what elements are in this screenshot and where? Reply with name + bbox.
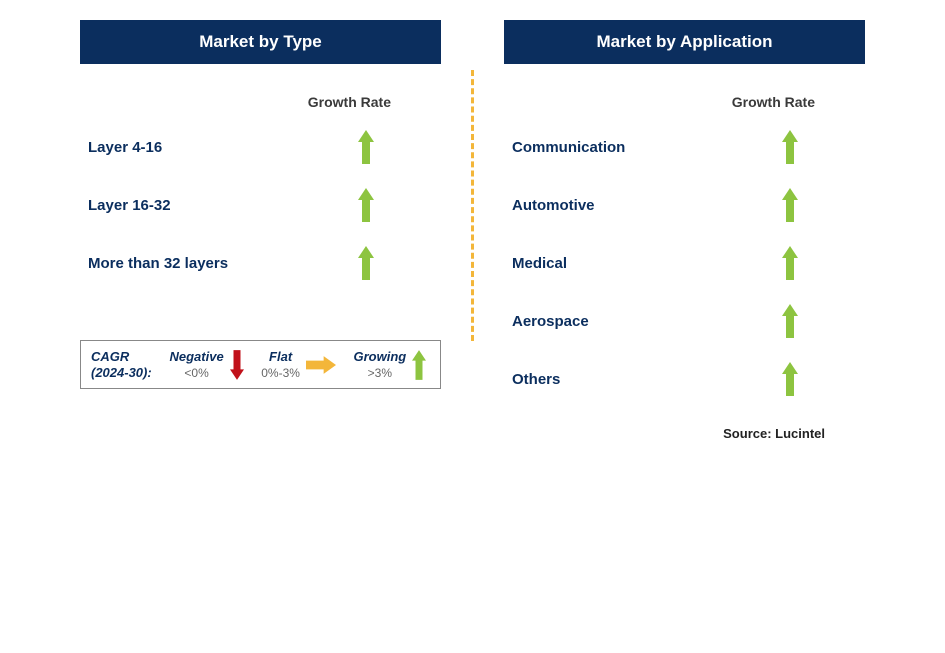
- growth-arrow-icon: [745, 188, 865, 222]
- row-label: Automotive: [512, 197, 595, 214]
- legend-text-group: Growing >3%: [354, 349, 407, 380]
- panel-market-by-application: Market by Application Growth Rate Commun…: [484, 20, 885, 441]
- growth-arrow-icon: [321, 188, 441, 222]
- growth-rate-label-left: Growth Rate: [80, 94, 441, 110]
- data-row: Aerospace: [504, 304, 865, 338]
- rows-type: Layer 4-16 Layer 16-32 More than 32 laye…: [80, 130, 441, 280]
- legend-range: <0%: [184, 366, 208, 380]
- legend-name: Negative: [169, 349, 223, 364]
- cagr-label: CAGR (2024-30):: [91, 349, 152, 380]
- data-row: Layer 4-16: [80, 130, 441, 164]
- legend-item: Growing >3%: [354, 349, 427, 380]
- legend-item: Flat 0%-3%: [261, 349, 336, 380]
- growth-arrow-icon: [745, 362, 865, 396]
- legend-arrow-icon: [230, 350, 244, 380]
- source-attribution: Source: Lucintel: [504, 426, 865, 441]
- growth-arrow-icon: [745, 304, 865, 338]
- growth-arrow-icon: [745, 246, 865, 280]
- row-label: Layer 4-16: [88, 139, 162, 156]
- panel-market-by-type: Market by Type Growth Rate Layer 4-16 La…: [60, 20, 461, 441]
- growth-rate-label-right: Growth Rate: [504, 94, 865, 110]
- legend-text-group: Flat 0%-3%: [261, 349, 300, 380]
- legend-name: Flat: [269, 349, 292, 364]
- panel-header-type: Market by Type: [80, 20, 441, 64]
- data-row: More than 32 layers: [80, 246, 441, 280]
- panel-header-application: Market by Application: [504, 20, 865, 64]
- row-label: Communication: [512, 139, 625, 156]
- data-row: Others: [504, 362, 865, 396]
- row-label: Medical: [512, 255, 567, 272]
- legend-items: Negative <0% Flat 0%-3% Growing >3%: [166, 349, 430, 380]
- growth-arrow-icon: [321, 130, 441, 164]
- legend-name: Growing: [354, 349, 407, 364]
- data-row: Layer 16-32: [80, 188, 441, 222]
- row-label: Others: [512, 371, 560, 388]
- legend-arrow-icon: [306, 356, 336, 374]
- legend-arrow-icon: [412, 350, 426, 380]
- legend-range: 0%-3%: [261, 366, 300, 380]
- growth-arrow-icon: [745, 130, 865, 164]
- row-label: Aerospace: [512, 313, 589, 330]
- legend-item: Negative <0%: [169, 349, 243, 380]
- legend-range: >3%: [368, 366, 392, 380]
- infographic-container: Market by Type Growth Rate Layer 4-16 La…: [0, 0, 945, 461]
- rows-application: Communication Automotive Medical Aerospa…: [504, 130, 865, 396]
- data-row: Medical: [504, 246, 865, 280]
- growth-arrow-icon: [321, 246, 441, 280]
- legend-text-group: Negative <0%: [169, 349, 223, 380]
- cagr-legend: CAGR (2024-30): Negative <0% Flat 0%-3% …: [80, 340, 441, 389]
- cagr-text: CAGR: [91, 349, 129, 364]
- data-row: Communication: [504, 130, 865, 164]
- cagr-period: (2024-30):: [91, 365, 152, 380]
- row-label: More than 32 layers: [88, 255, 228, 272]
- row-label: Layer 16-32: [88, 197, 171, 214]
- vertical-divider: [471, 70, 474, 341]
- data-row: Automotive: [504, 188, 865, 222]
